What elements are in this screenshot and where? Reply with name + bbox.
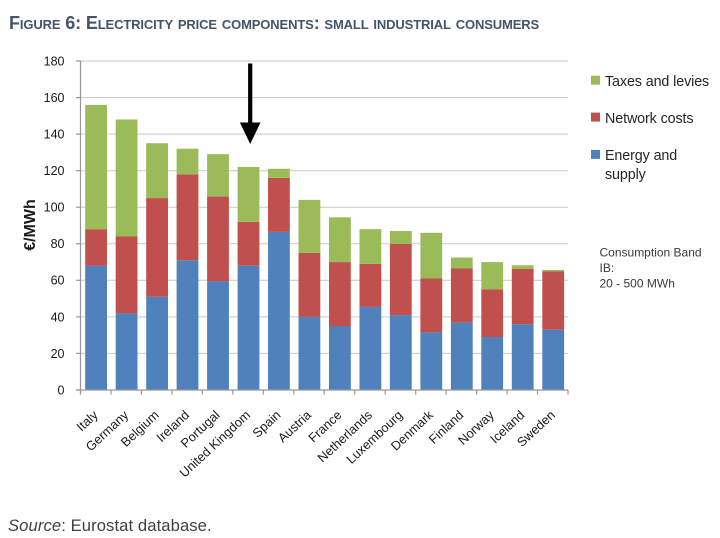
svg-text:supply: supply: [605, 167, 647, 183]
svg-text:0: 0: [58, 383, 65, 397]
svg-text:160: 160: [44, 91, 65, 105]
svg-text:80: 80: [51, 237, 65, 251]
svg-text:20: 20: [51, 347, 65, 361]
svg-text:140: 140: [44, 128, 65, 142]
svg-text:40: 40: [51, 310, 65, 324]
svg-text:€/MWh: €/MWh: [22, 199, 39, 251]
svg-text:60: 60: [51, 274, 65, 288]
svg-text:180: 180: [44, 54, 65, 68]
svg-text:Energy and: Energy and: [605, 148, 677, 164]
svg-text:Consumption Band: Consumption Band: [600, 246, 702, 260]
svg-text:Network costs: Network costs: [605, 111, 693, 127]
svg-text:Taxes and levies: Taxes and levies: [605, 74, 709, 90]
svg-text:IB:: IB:: [600, 261, 615, 275]
svg-text:120: 120: [44, 164, 65, 178]
svg-text:100: 100: [44, 201, 65, 215]
svg-text:20 - 500 MWh: 20 - 500 MWh: [600, 277, 675, 291]
